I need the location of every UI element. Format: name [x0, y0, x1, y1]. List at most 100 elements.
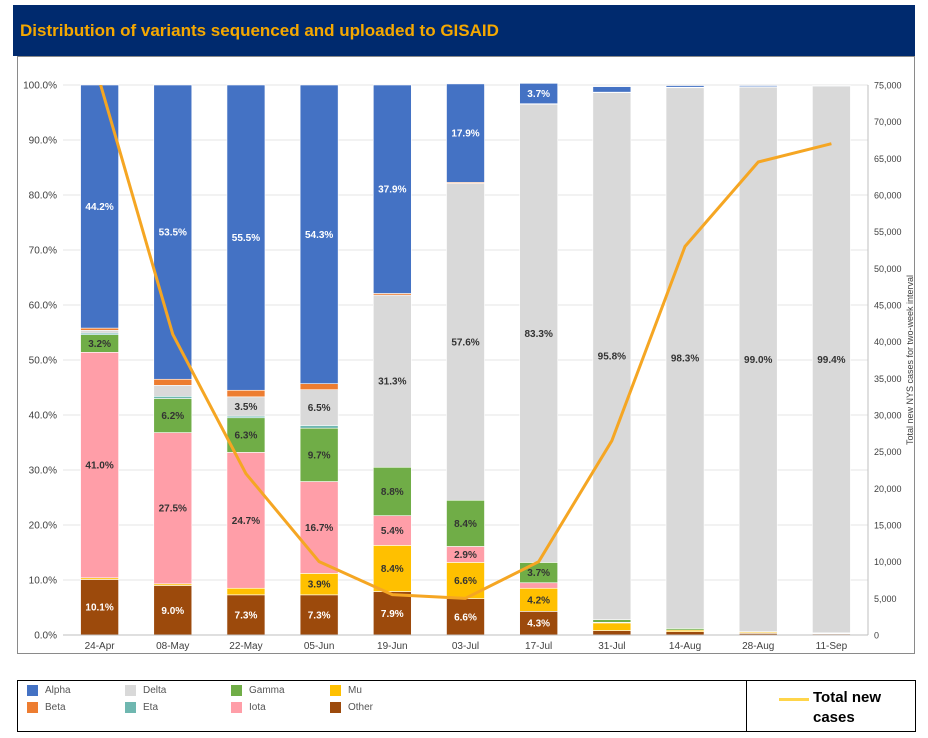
- y2-axis-title: Total new NYS cases for two-week interva…: [905, 275, 914, 445]
- y2-tick-label: 15,000: [874, 521, 902, 531]
- data-label: 2.9%: [454, 550, 477, 561]
- legend: Alpha Delta Gamma Mu Beta Eta Iota Other: [17, 680, 747, 732]
- data-label: 7.3%: [308, 610, 331, 621]
- y-tick-label: 0.0%: [34, 631, 57, 642]
- bar-segment-alpha: [226, 84, 266, 391]
- bar-segment-beta: [80, 327, 119, 331]
- legend-swatch: [125, 685, 136, 696]
- data-label: 99.0%: [744, 355, 772, 366]
- data-label: 6.5%: [308, 403, 331, 414]
- bar-segment-iota: [373, 515, 412, 546]
- data-label: 7.3%: [235, 610, 258, 621]
- bar-segment-other: [592, 630, 632, 636]
- y-tick-label: 10.0%: [29, 576, 57, 587]
- data-label: 44.2%: [85, 202, 113, 213]
- y-tick-label: 70.0%: [29, 246, 57, 257]
- bar-segment-beta: [299, 383, 339, 390]
- data-label: 3.9%: [308, 580, 331, 591]
- data-label: 6.2%: [161, 411, 184, 422]
- y2-tick-label: 45,000: [874, 301, 902, 311]
- bar-segment-delta: [299, 389, 339, 426]
- line-legend-label: Total new cases: [813, 689, 882, 726]
- y-tick-label: 30.0%: [29, 466, 57, 477]
- data-label: 57.6%: [451, 337, 479, 348]
- bar-segment-alpha: [373, 84, 412, 294]
- bar-segment-beta: [153, 378, 193, 386]
- line-legend: Total new cases: [746, 680, 916, 732]
- bar-segment-beta: [226, 389, 266, 398]
- x-tick-label: 19-Jun: [377, 641, 408, 652]
- bar-segment-other: [373, 591, 412, 636]
- bar-segment-delta: [592, 92, 632, 620]
- data-label: 98.3%: [671, 354, 699, 365]
- bar-segment-other: [226, 594, 266, 636]
- total-cases-line: [99, 85, 832, 600]
- legend-swatch: [27, 702, 38, 713]
- legend-swatch: [125, 702, 136, 713]
- bar-segment-iota: [80, 351, 119, 579]
- bar-segment-gamma: [446, 499, 485, 547]
- data-label: 24.7%: [232, 516, 260, 527]
- x-tick-label: 24-Apr: [85, 641, 116, 652]
- bar-segment-eta: [153, 395, 193, 399]
- y2-tick-label: 5,000: [874, 594, 897, 604]
- legend-item-eta: Eta: [125, 702, 158, 713]
- legend-item-iota: Iota: [231, 702, 266, 713]
- data-label: 53.5%: [159, 228, 187, 239]
- bar-segment-delta: [665, 87, 705, 629]
- y-tick-label: 80.0%: [29, 191, 57, 202]
- data-label: 99.4%: [817, 355, 845, 366]
- y-tick-label: 90.0%: [29, 136, 57, 147]
- y2-tick-label: 75,000: [874, 81, 902, 91]
- bar-segment-iota: [519, 582, 558, 589]
- legend-label: Alpha: [45, 685, 71, 696]
- legend-swatch: [231, 685, 242, 696]
- bar-segment-gamma: [373, 466, 412, 516]
- bar-segment-alpha: [812, 85, 851, 87]
- y-tick-label: 40.0%: [29, 411, 57, 422]
- x-tick-label: 08-May: [156, 641, 189, 652]
- chart-svg: 0.0% 10.0% 20.0% 30.0% 40.0% 50.0% 60.0% 70.0% 8…: [23, 81, 914, 653]
- data-label: 3.2%: [88, 339, 111, 350]
- data-label: 6.3%: [235, 431, 258, 442]
- legend-item-mu: Mu: [330, 685, 362, 696]
- y2-tick-label: 30,000: [874, 411, 902, 421]
- y2-tick-label: 50,000: [874, 264, 902, 274]
- y2-tick-label: 65,000: [874, 154, 902, 164]
- y2-tick-label: 20,000: [874, 484, 902, 494]
- bar-segment-delta: [373, 294, 412, 468]
- bar-segment-iota: [153, 432, 193, 585]
- legend-label: Gamma: [249, 685, 285, 696]
- data-label: 3.7%: [527, 89, 550, 100]
- legend-label: Eta: [143, 702, 159, 713]
- bar-segment-alpha: [519, 83, 558, 105]
- data-label: 83.3%: [525, 329, 553, 340]
- bar-segment-delta: [80, 329, 119, 334]
- bar-segment-other: [446, 598, 485, 636]
- data-label: 55.5%: [232, 233, 260, 244]
- bar-segment-alpha: [738, 85, 778, 87]
- y-tick-label: 50.0%: [29, 356, 57, 367]
- bar-segment-gamma: [592, 619, 632, 623]
- data-label: 7.9%: [381, 609, 404, 620]
- data-label: 4.3%: [527, 619, 550, 630]
- data-label: 6.6%: [454, 576, 477, 587]
- data-label: 9.0%: [161, 606, 184, 617]
- legend-swatch: [330, 685, 341, 696]
- line-legend-swatch: [779, 698, 809, 701]
- bar-segment-delta: [812, 85, 851, 634]
- data-label: 4.2%: [527, 595, 550, 606]
- data-label: 17.9%: [451, 129, 479, 140]
- bar-segment-gamma: [299, 427, 339, 482]
- bar-segment-mu: [226, 587, 266, 596]
- x-tick-label: 14-Aug: [669, 641, 701, 652]
- bar-segment-alpha: [446, 83, 485, 183]
- data-label: 8.4%: [454, 519, 477, 530]
- data-label: 41.0%: [85, 461, 113, 472]
- bar-segment-gamma: [153, 398, 193, 433]
- bar-segment-alpha: [299, 84, 339, 384]
- y2-tick-label: 60,000: [874, 191, 902, 201]
- x-tick-label: 11-Sep: [816, 641, 848, 652]
- y2-tick-label: 25,000: [874, 447, 902, 457]
- legend-item-gamma: Gamma: [231, 685, 285, 696]
